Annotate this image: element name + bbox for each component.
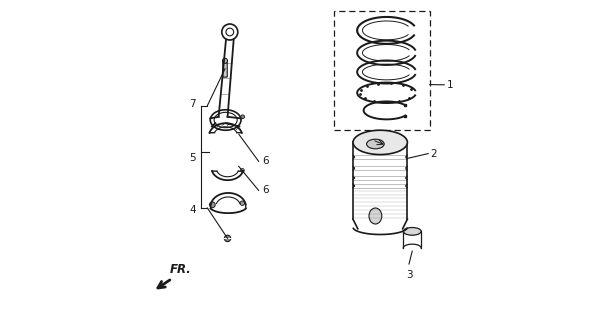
Circle shape — [240, 201, 245, 205]
Ellipse shape — [369, 208, 382, 224]
Circle shape — [240, 168, 245, 172]
FancyBboxPatch shape — [223, 60, 228, 77]
Text: 3: 3 — [406, 270, 412, 280]
Circle shape — [209, 202, 215, 208]
Circle shape — [223, 58, 228, 63]
Text: 1: 1 — [447, 80, 453, 90]
Text: 4: 4 — [190, 204, 196, 215]
Text: 6: 6 — [262, 156, 268, 166]
Text: FR.: FR. — [170, 263, 192, 276]
Circle shape — [241, 115, 245, 119]
Text: 2: 2 — [431, 148, 437, 159]
Text: 7: 7 — [190, 99, 196, 109]
Text: 6: 6 — [262, 185, 268, 196]
Bar — [334, 11, 430, 130]
Text: 5: 5 — [190, 153, 196, 164]
Ellipse shape — [403, 228, 421, 235]
Ellipse shape — [353, 130, 407, 155]
Ellipse shape — [367, 139, 384, 149]
Circle shape — [224, 235, 231, 242]
